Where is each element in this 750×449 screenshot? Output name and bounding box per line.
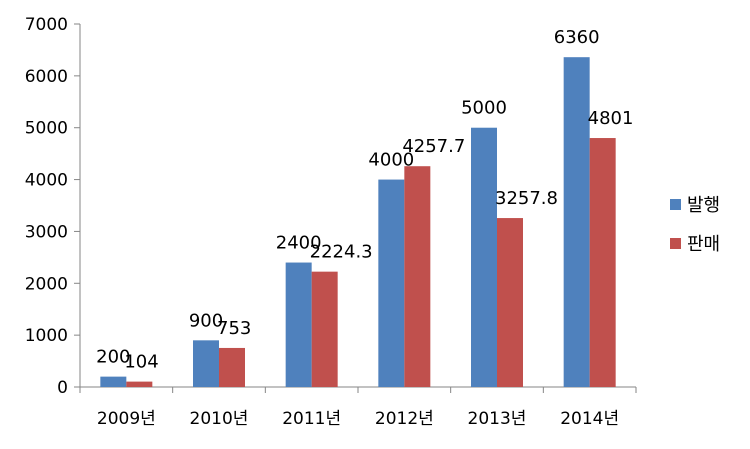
- data-label: 104: [124, 352, 158, 373]
- bar-series1: [285, 262, 312, 387]
- bar-series1: [378, 179, 405, 387]
- bar-series1: [471, 127, 497, 387]
- y-axis-tick-labels: 0 1000 2000 3000 4000 5000 6000 7000: [25, 15, 68, 398]
- data-label: 2224.3: [310, 242, 373, 263]
- data-label: 4257.7: [402, 136, 465, 157]
- legend-label: 발행: [687, 195, 720, 216]
- bar-series2: [219, 347, 245, 387]
- x-tick-label: 2013년: [468, 409, 527, 429]
- bar-series1: [193, 340, 219, 387]
- bars: [100, 57, 616, 388]
- bar-series2: [404, 166, 431, 387]
- y-tick-label: 1000: [25, 326, 68, 346]
- x-tick-label: 2014년: [560, 409, 619, 429]
- bar-series2: [589, 138, 616, 387]
- x-tick-label: 2011년: [282, 409, 341, 429]
- data-label: 753: [217, 318, 251, 339]
- data-label: 4801: [588, 108, 634, 129]
- x-tick-label: 2010년: [190, 409, 249, 429]
- x-axis-tick-labels: 2009년 2010년 2011년 2012년 2013년 2014년: [97, 409, 619, 429]
- data-label: 3257.8: [495, 188, 558, 209]
- data-label: 6360: [554, 27, 600, 48]
- x-tick-label: 2012년: [375, 409, 434, 429]
- axes: [74, 23, 637, 393]
- bar-series2: [126, 381, 153, 387]
- bar-series2: [311, 271, 338, 387]
- x-tick-label: 2009년: [97, 409, 156, 429]
- bar-series1: [563, 57, 590, 388]
- data-labels: 200 900 2400 4000 5000 6360 104 753 2224.3 4257.7…: [96, 27, 633, 372]
- data-label: 200: [96, 347, 130, 368]
- y-tick-label: 0: [57, 378, 68, 398]
- data-label: 2400: [276, 233, 322, 254]
- legend-swatch: [670, 199, 681, 210]
- y-tick-label: 6000: [25, 67, 68, 87]
- data-label: 5000: [461, 98, 507, 119]
- y-tick-label: 3000: [25, 222, 68, 242]
- data-label: 900: [189, 310, 223, 331]
- y-tick-label: 2000: [25, 274, 68, 294]
- bar-series1: [100, 376, 127, 387]
- y-tick-label: 4000: [25, 171, 68, 191]
- legend-swatch: [670, 238, 681, 249]
- data-label: 4000: [368, 150, 414, 171]
- bar-series2: [497, 218, 523, 387]
- y-tick-label: 5000: [25, 119, 68, 139]
- y-tick-label: 7000: [25, 15, 68, 35]
- legend-label: 판매: [687, 234, 720, 255]
